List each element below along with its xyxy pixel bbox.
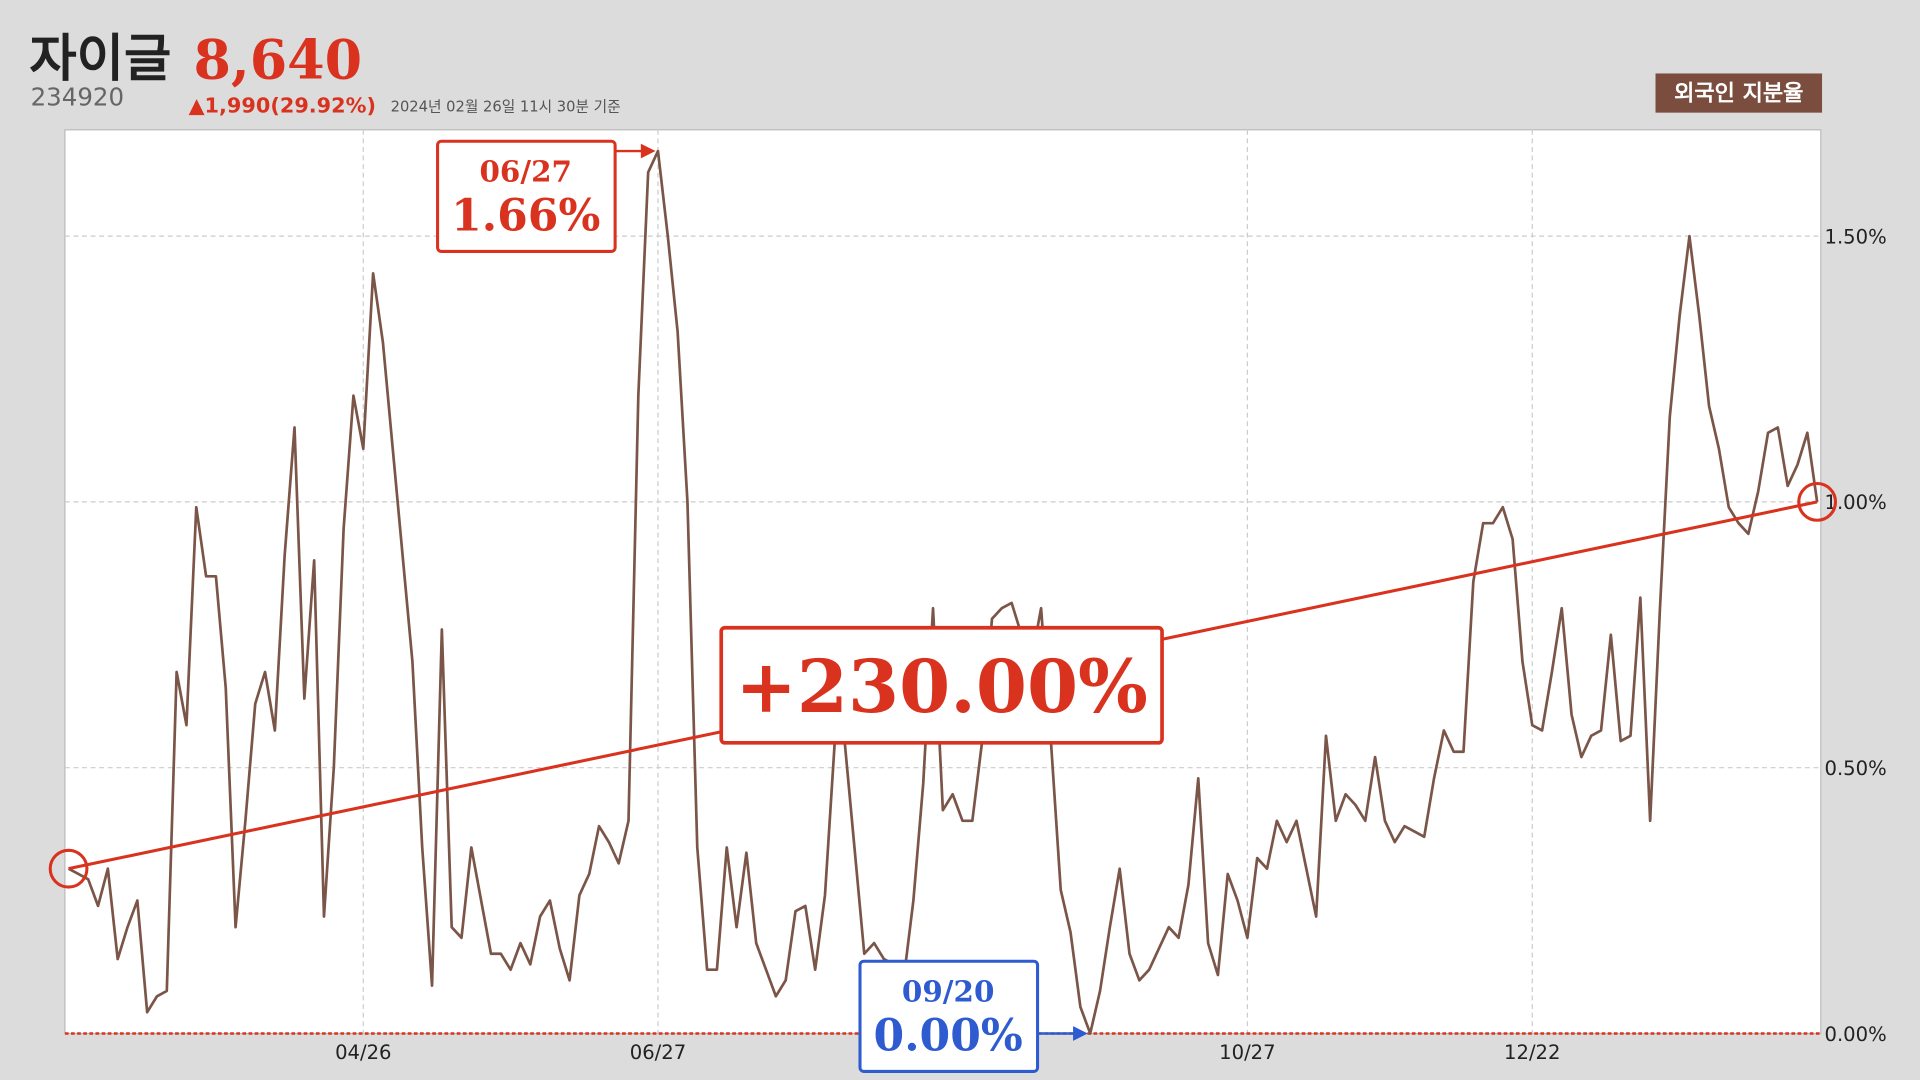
- y-tick-label: 0.00%: [1824, 1023, 1886, 1046]
- x-tick-label: 06/27: [630, 1041, 686, 1064]
- stock-code: 234920: [31, 82, 124, 111]
- series-badge: [1655, 73, 1823, 113]
- annotation-date: 09/20: [902, 974, 995, 1009]
- legend-label: 외국인 지분율: [1674, 81, 1803, 106]
- annotation-value: 1.66%: [451, 191, 600, 242]
- annotation-box: [858, 959, 1040, 1073]
- arrow-head: [640, 143, 656, 159]
- stock-price: 8,640: [193, 27, 362, 91]
- y-tick-label: 1.50%: [1824, 225, 1886, 248]
- endpoint-marker: [48, 848, 89, 889]
- y-tick-label: 0.50%: [1824, 757, 1886, 780]
- arrow-head: [1073, 1026, 1088, 1041]
- y-tick-label: 1.00%: [1824, 491, 1886, 514]
- price-change: ▲1,990(29.92%): [189, 94, 376, 118]
- change-box: [719, 625, 1164, 745]
- data-line: [67, 149, 1819, 1035]
- x-tick-label: 10/27: [1219, 1041, 1275, 1064]
- change-label: +230.00%: [735, 644, 1147, 730]
- annotation-box: [436, 139, 617, 253]
- annotation-date: 06/27: [479, 154, 572, 189]
- stock-name: 자이글: [29, 29, 171, 89]
- x-tick-label: 12/22: [1504, 1041, 1560, 1064]
- x-tick-label: 04/26: [335, 1041, 391, 1064]
- plot-area: [64, 129, 1822, 1035]
- timestamp: 2024년 02월 26일 11시 30분 기준: [391, 98, 621, 115]
- annotation-value: 0.00%: [874, 1011, 1023, 1062]
- endpoint-marker: [1797, 481, 1838, 522]
